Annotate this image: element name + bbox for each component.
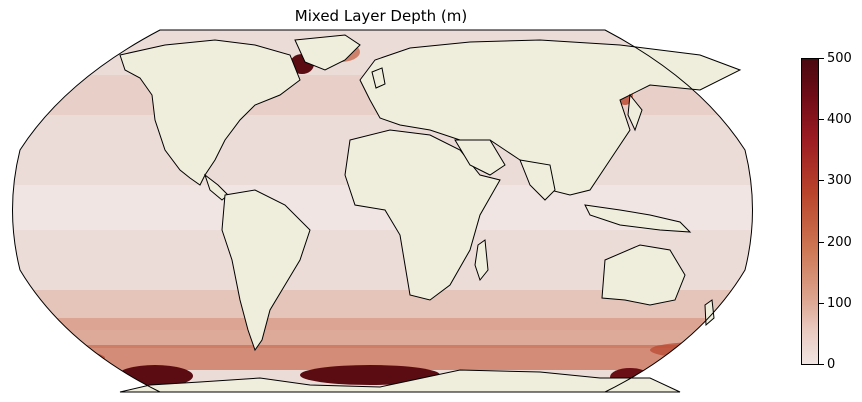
colorbar-tick: [819, 364, 824, 365]
colorbar: [801, 58, 819, 365]
colorbar-tick: [819, 242, 824, 243]
new-zealand: [704, 299, 715, 327]
madagascar: [474, 239, 489, 282]
indian-sector-deep-region: [300, 365, 440, 385]
colorbar-tick: [819, 119, 824, 120]
colorbar-tick-label: 100: [827, 296, 852, 311]
antarctica: [119, 369, 681, 393]
south-america: [221, 189, 311, 352]
map-title: Mixed Layer Depth (m): [294, 7, 468, 25]
arabia: [454, 139, 506, 176]
colorbar-tick-label: 200: [827, 235, 852, 250]
north-america: [119, 39, 301, 186]
colorbar-tick-label: 300: [827, 173, 852, 188]
colorbar-tick-label: 500: [827, 51, 852, 66]
world-map: [12, 29, 753, 393]
africa: [344, 129, 501, 301]
colorbar-tick-label: 400: [827, 112, 852, 127]
colorbar-tick: [819, 58, 824, 59]
map-outline: [12, 29, 753, 393]
ocean-layer: [12, 30, 753, 392]
japan: [627, 93, 643, 132]
southern-ocean-band: [12, 318, 753, 348]
british-isles: [371, 67, 386, 89]
greenland: [294, 34, 361, 71]
australia: [601, 244, 686, 306]
india: [519, 159, 556, 201]
pacific-sector-region: [15, 350, 105, 366]
continents: [119, 34, 742, 393]
colorbar-tick-label: 0: [827, 357, 836, 372]
colorbar-tick: [819, 180, 824, 181]
colorbar-tick: [819, 303, 824, 304]
indonesia: [584, 204, 692, 233]
